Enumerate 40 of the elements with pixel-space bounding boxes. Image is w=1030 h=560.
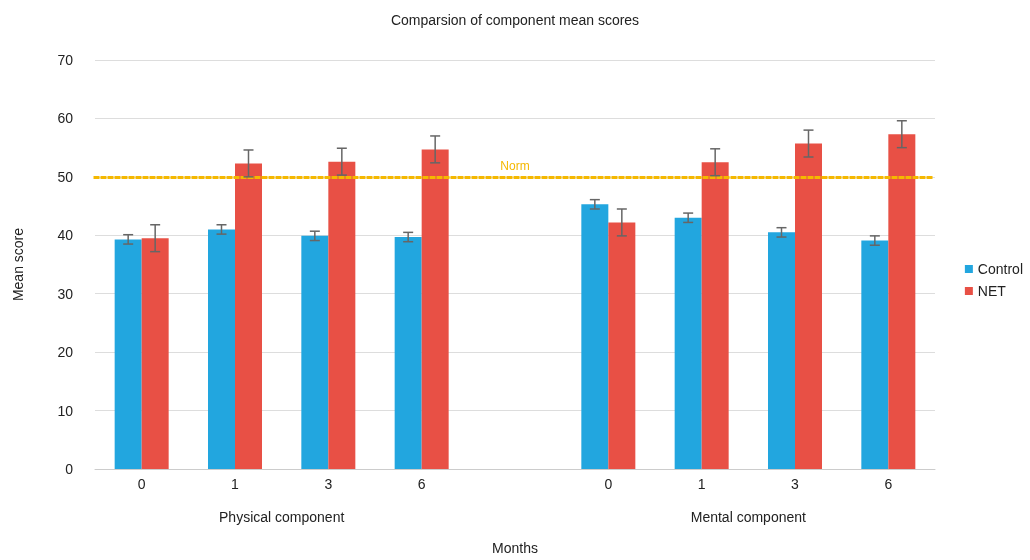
y-tick-label: 20 bbox=[57, 344, 74, 361]
chart-title: Comparsion of component mean scores bbox=[390, 12, 640, 28]
bar bbox=[608, 222, 636, 469]
x-tick-label: 0 bbox=[137, 476, 146, 492]
y-tick-label: 50 bbox=[57, 168, 74, 185]
bar bbox=[795, 143, 822, 469]
x-tick-label: 1 bbox=[231, 476, 240, 492]
bar bbox=[701, 162, 729, 469]
y-tick-label: 60 bbox=[57, 110, 74, 127]
legend-label: NET bbox=[977, 283, 1007, 299]
y-tick-label: 40 bbox=[57, 227, 74, 244]
bar bbox=[141, 238, 169, 469]
y-tick-label: 30 bbox=[57, 285, 74, 302]
ref-line-label: Norm bbox=[500, 158, 530, 173]
x-tick-label: 0 bbox=[604, 476, 613, 492]
bar bbox=[394, 237, 422, 469]
bar bbox=[768, 232, 795, 469]
bar bbox=[674, 217, 702, 469]
bar bbox=[301, 235, 329, 469]
bar bbox=[114, 239, 142, 469]
legend-label: Control bbox=[977, 261, 1024, 277]
y-tick-label: 0 bbox=[65, 461, 74, 477]
bar bbox=[208, 229, 235, 469]
x-tick-label: 6 bbox=[417, 476, 426, 492]
bar bbox=[888, 134, 916, 469]
bar bbox=[235, 163, 262, 469]
text: Physical component bbox=[219, 509, 345, 525]
x-tick-label: 6 bbox=[884, 476, 893, 492]
y-axis-title: Mean score bbox=[10, 227, 26, 302]
x-axis-title: Months bbox=[492, 540, 538, 556]
bar bbox=[581, 204, 609, 469]
bar bbox=[328, 161, 356, 469]
y-tick-label: 70 bbox=[57, 52, 74, 68]
y-tick-label: 10 bbox=[57, 402, 74, 419]
x-tick-label: 3 bbox=[791, 476, 800, 492]
x-tick-label: 3 bbox=[324, 476, 333, 492]
bar bbox=[861, 240, 889, 469]
x-tick-label: 1 bbox=[697, 476, 706, 492]
text: Mental component bbox=[690, 509, 807, 525]
bar bbox=[421, 149, 449, 469]
